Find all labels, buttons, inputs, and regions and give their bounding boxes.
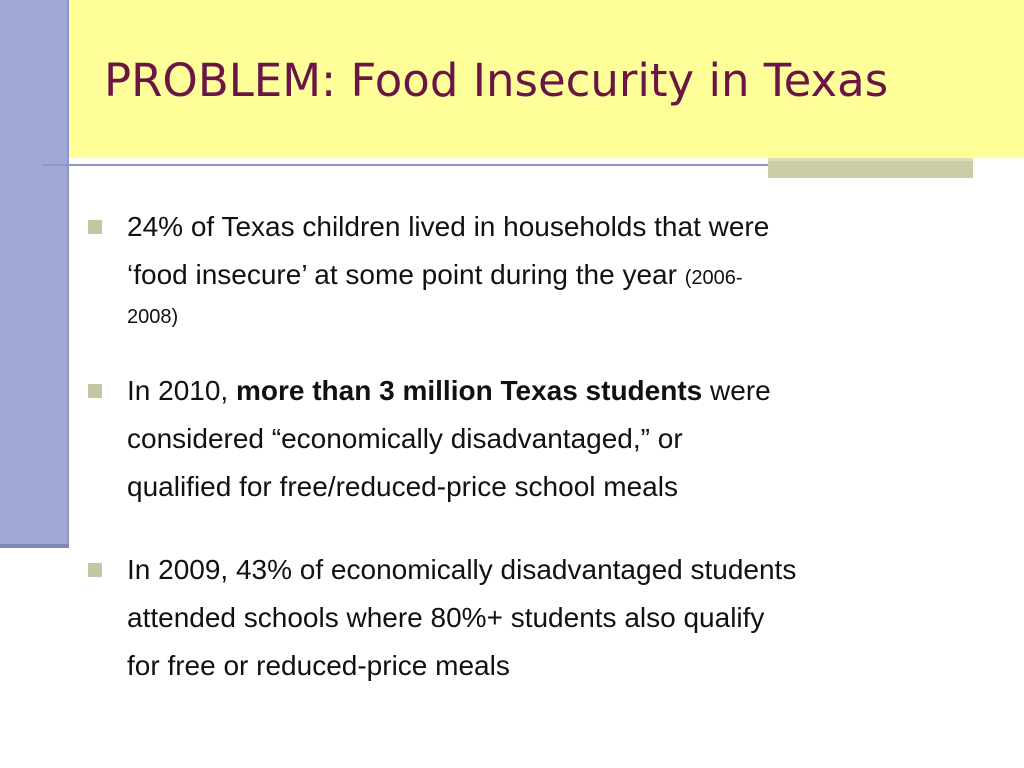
bullet-3-line-3: for free or reduced-price meals xyxy=(127,650,510,681)
title-divider xyxy=(43,164,973,166)
bullet-list: 24% of Texas children lived in household… xyxy=(88,203,1008,725)
bullet-1-line-2-text: ‘food insecure’ at some point during the… xyxy=(127,259,685,290)
bullet-2-emphasis: more than 3 million Texas students xyxy=(235,375,703,406)
bullet-2-suffix: were xyxy=(702,375,771,406)
bullet-2-line-2: considered “economically disadvantaged,”… xyxy=(127,423,683,454)
bullet-2-line-1: In 2010, more than 3 million Texas stude… xyxy=(127,367,1008,415)
title-band xyxy=(69,0,1024,158)
bullet-2-line-3: qualified for free/reduced-price school … xyxy=(127,471,678,502)
bullet-3-line-2: attended schools where 80%+ students als… xyxy=(127,602,765,633)
divider-accent-block xyxy=(768,158,973,178)
bullet-item-3: In 2009, 43% of economically disadvantag… xyxy=(88,546,1008,690)
bullet-2-prefix: In 2010, xyxy=(127,375,236,406)
bullet-1-line-2: ‘food insecure’ at some point during the… xyxy=(127,251,1008,302)
divider-accent-highlight xyxy=(768,158,973,161)
bullet-3-line-1: In 2009, 43% of economically disadvantag… xyxy=(127,554,797,585)
bullet-item-1: 24% of Texas children lived in household… xyxy=(88,203,1008,332)
left-accent-bar xyxy=(0,0,67,548)
bullet-1-date-note-end: 2008) xyxy=(127,306,179,328)
square-bullet-icon xyxy=(88,563,102,577)
bullet-item-2: In 2010, more than 3 million Texas stude… xyxy=(88,367,1008,511)
left-accent-edge xyxy=(67,0,69,548)
square-bullet-icon xyxy=(88,384,102,398)
bullet-1-date-note-start: (2006- xyxy=(684,267,743,289)
slide-title: PROBLEM: Food Insecurity in Texas xyxy=(104,54,889,107)
left-accent-shadow xyxy=(0,544,69,548)
bullet-1-line-1: 24% of Texas children lived in household… xyxy=(127,211,770,242)
square-bullet-icon xyxy=(88,220,102,234)
